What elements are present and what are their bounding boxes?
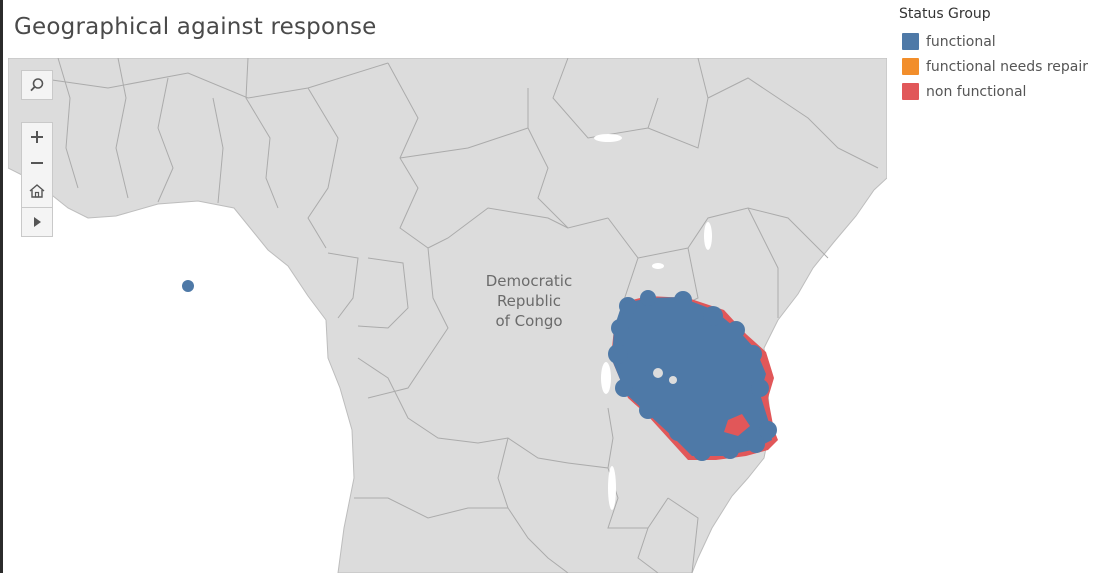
legend-item[interactable]: functional [897, 29, 1097, 54]
functional-points[interactable] [182, 280, 777, 461]
window-edge [0, 0, 3, 573]
legend-label: non functional [926, 83, 1027, 100]
map-controls [21, 70, 53, 237]
home-button[interactable] [22, 175, 52, 207]
map-view[interactable]: Democratic Republic of Congo [8, 58, 887, 573]
expand-toolbar-button[interactable] [22, 208, 52, 236]
country-borders [37, 58, 879, 573]
expand-control[interactable] [21, 208, 53, 237]
legend-item[interactable]: functional needs repair [897, 54, 1097, 79]
minus-icon [31, 162, 43, 164]
plus-icon [31, 131, 43, 143]
legend-swatch [902, 58, 919, 75]
search-icon [30, 78, 44, 92]
legend-item[interactable]: non functional [897, 79, 1097, 104]
play-icon [34, 217, 41, 227]
home-icon [29, 184, 45, 198]
legend-swatch [902, 83, 919, 100]
land-mass [8, 58, 887, 573]
legend-label: functional needs repair [926, 58, 1089, 75]
zoom-controls [21, 122, 53, 208]
legend-title: Status Group [899, 6, 991, 22]
search-control[interactable] [21, 70, 53, 100]
zoom-out-button[interactable] [22, 151, 52, 175]
zoom-in-button[interactable] [22, 123, 52, 151]
country-label-line-2: Republic [497, 292, 561, 310]
cluster-gaps [653, 368, 750, 436]
legend-label: functional [926, 33, 996, 50]
page-title: Geographical against response [14, 14, 377, 40]
legend-swatch [902, 33, 919, 50]
country-label-line-1: Democratic [486, 272, 572, 290]
country-label-line-3: of Congo [495, 312, 562, 330]
search-button[interactable] [22, 71, 52, 99]
legend: Status Group functional functional needs … [897, 6, 1097, 104]
lakes [594, 134, 712, 510]
